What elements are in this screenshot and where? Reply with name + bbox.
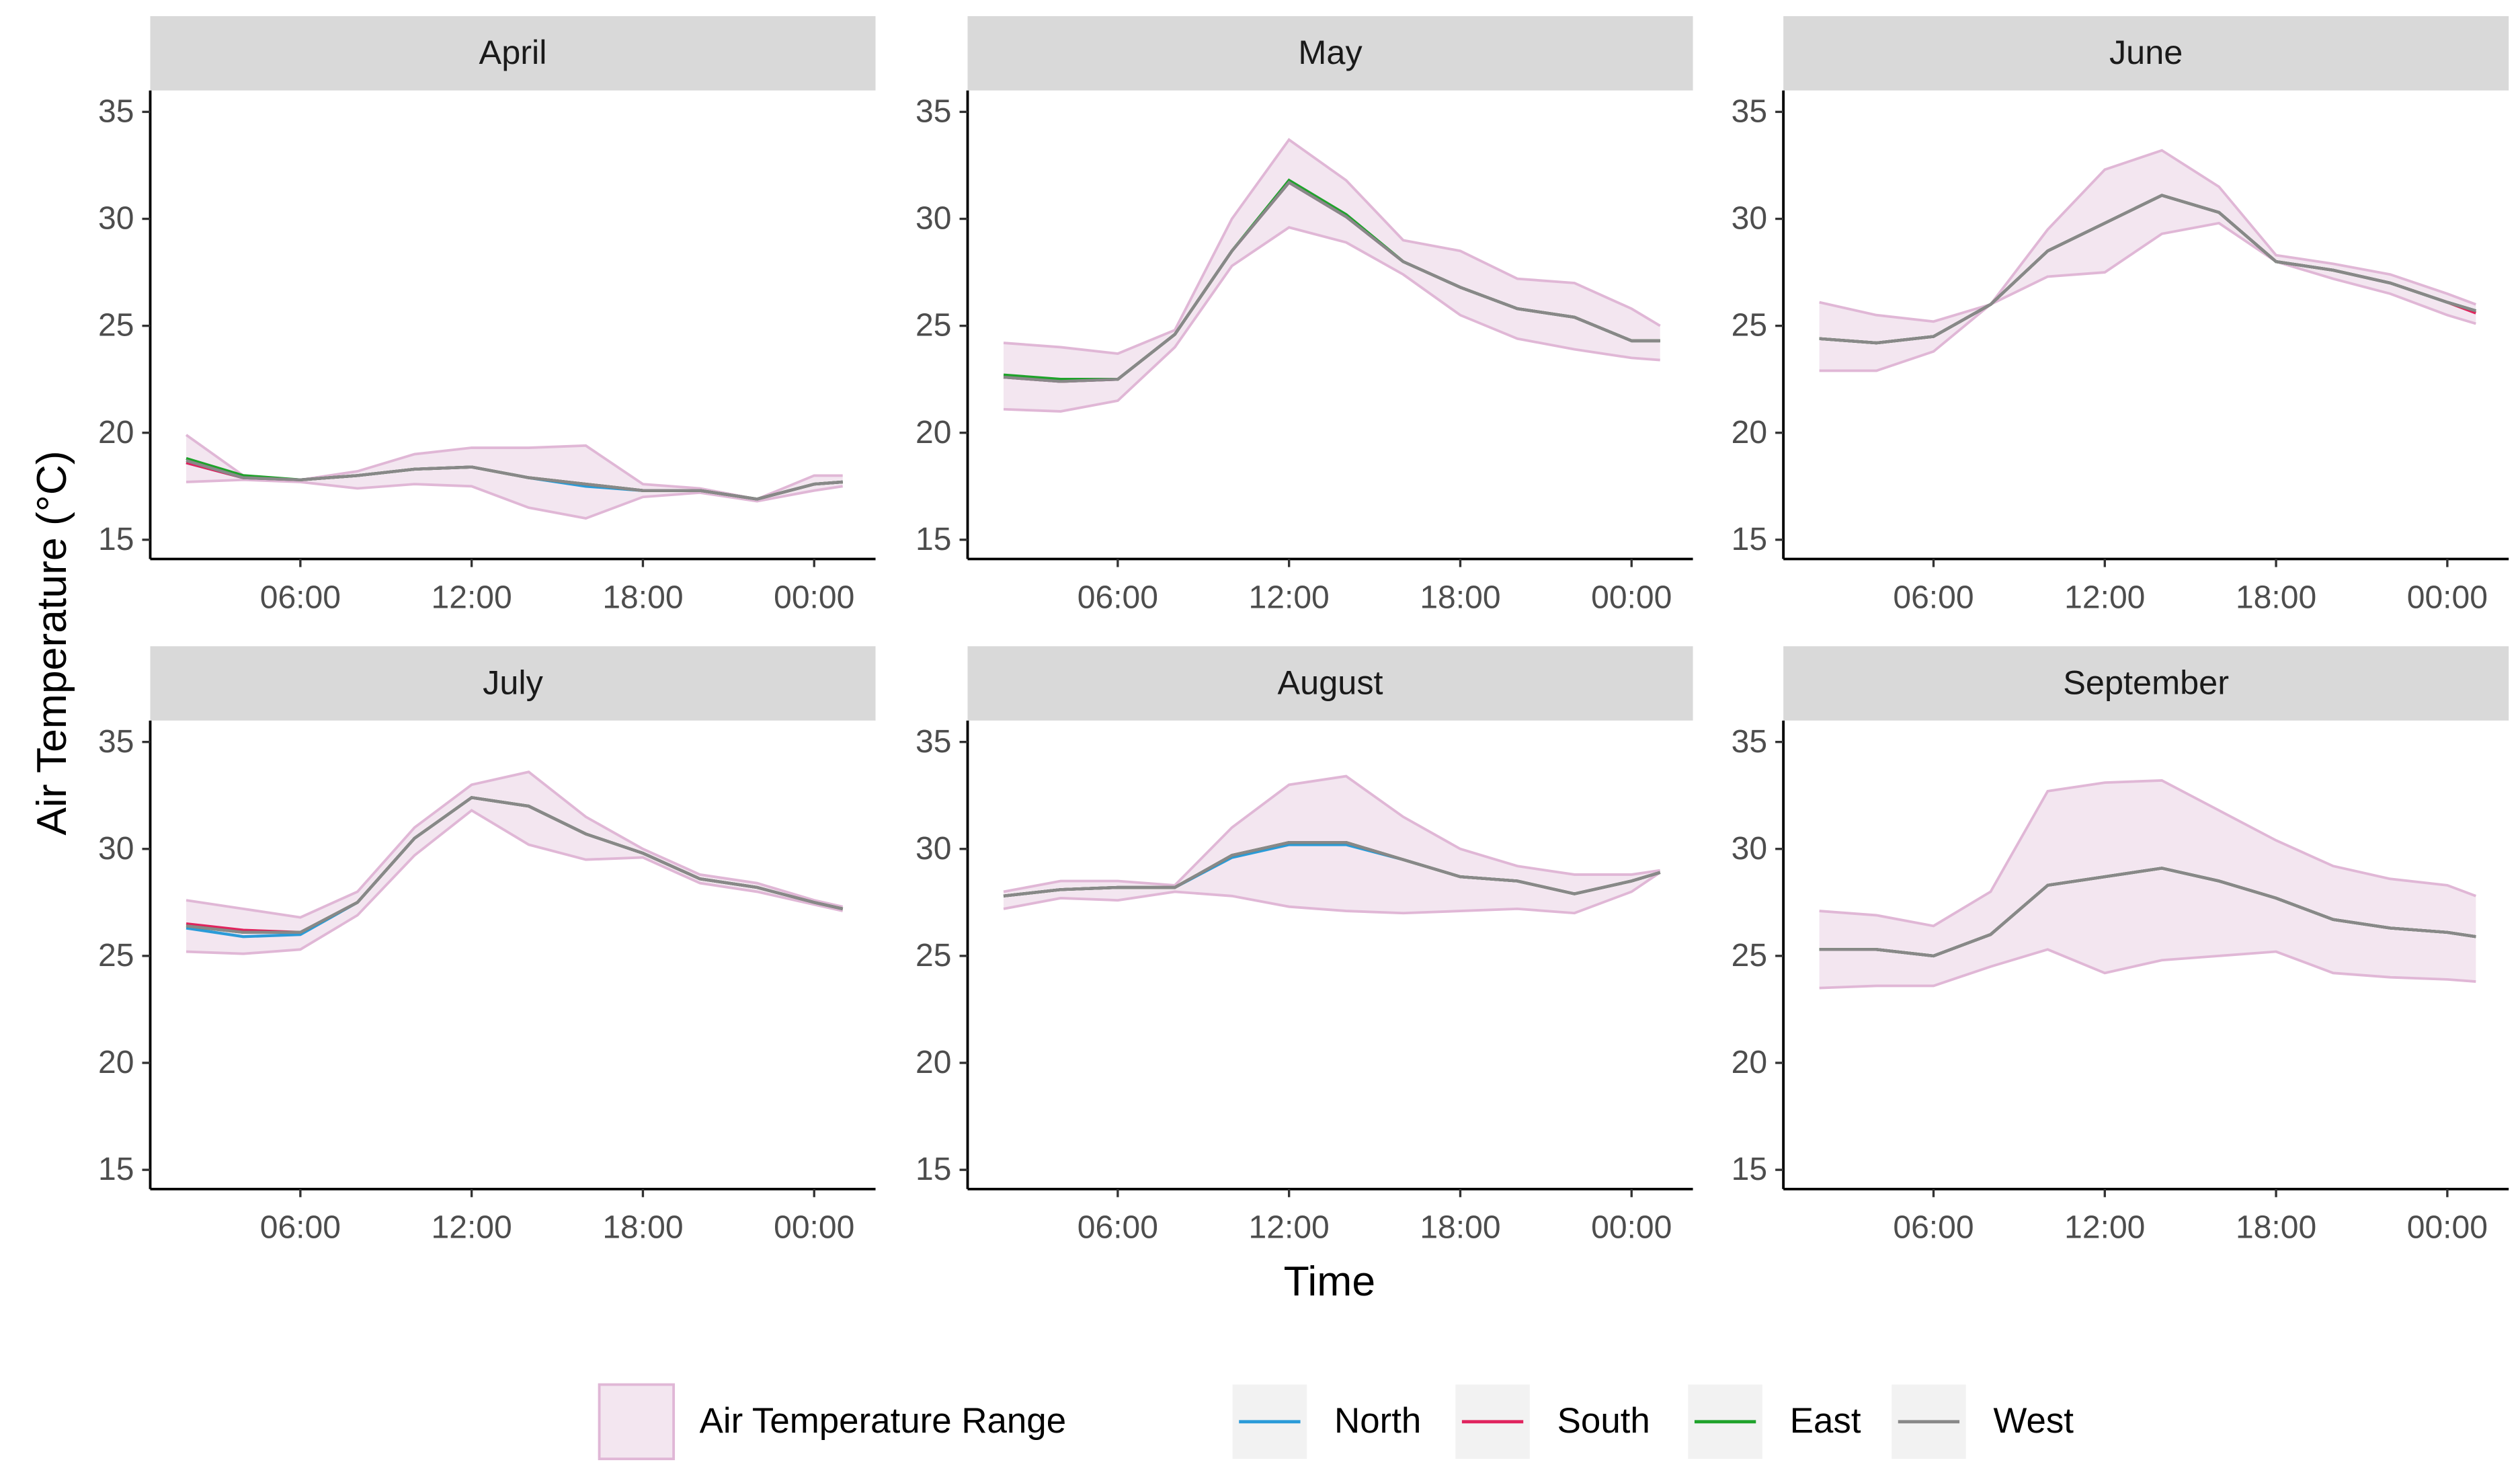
range-edge [1003, 774, 1661, 893]
x-tick-label: 00:00 [1591, 579, 1672, 615]
y-tick-label: 15 [98, 1151, 134, 1187]
range-band [1819, 150, 2476, 371]
y-axis-title: Air Temperature (°C) [28, 450, 75, 835]
x-tick-label: 06:00 [260, 1209, 341, 1246]
panel-title: July [483, 663, 543, 701]
legend-label: West [1994, 1401, 2074, 1441]
y-tick-label: 35 [1732, 93, 1767, 130]
y-tick-label: 30 [98, 200, 134, 237]
series-line [1819, 194, 2476, 345]
x-tick-label: 00:00 [774, 1209, 854, 1246]
x-tick-label: 06:00 [1078, 1209, 1158, 1246]
panel-title: April [479, 33, 547, 71]
y-tick-label: 30 [1732, 200, 1767, 237]
x-tick-label: 12:00 [2064, 1209, 2145, 1246]
strip [967, 16, 1693, 91]
x-axis-title: Time [1284, 1258, 1376, 1305]
y-tick-label: 25 [1732, 937, 1767, 973]
panel-title: June [2109, 33, 2183, 71]
series-line [186, 459, 843, 501]
x-tick-label: 18:00 [2236, 579, 2316, 615]
range-band [186, 772, 843, 954]
chart-root: Air Temperature (°C) Time April 15 20 25 30 3… [28, 16, 2509, 1461]
y-tick-label: 35 [916, 93, 951, 130]
series-line [1003, 180, 1660, 383]
strip [150, 16, 876, 91]
x-tick-label: 18:00 [1420, 1209, 1500, 1246]
range-edge [1003, 871, 1661, 915]
x-tick-label: 12:00 [2064, 579, 2145, 615]
legend-label: North [1334, 1401, 1421, 1441]
x-tick-label: 06:00 [260, 579, 341, 615]
legend-key [598, 1383, 676, 1461]
y-tick-label: 30 [916, 200, 951, 237]
y-tick-label: 25 [98, 937, 134, 973]
y-tick-label: 35 [916, 723, 951, 760]
legend-label: South [1557, 1401, 1650, 1441]
range-edge [1003, 226, 1660, 413]
y-tick-label: 20 [98, 1044, 134, 1080]
y-tick-label: 35 [98, 93, 134, 130]
range-band [1819, 780, 2476, 988]
legend-label: East [1790, 1401, 1861, 1441]
x-tick-label: 00:00 [2407, 1209, 2488, 1246]
series-line [1003, 841, 1661, 897]
panel-title: May [1298, 33, 1363, 71]
y-tick-label: 15 [916, 1151, 951, 1187]
series-line [1819, 867, 2476, 958]
y-tick-label: 25 [916, 307, 951, 344]
x-tick-label: 12:00 [432, 1209, 512, 1246]
x-tick-label: 06:00 [1893, 579, 1974, 615]
x-tick-label: 06:00 [1078, 579, 1158, 615]
range-edge [186, 478, 843, 520]
range-band [1004, 139, 1660, 411]
y-tick-label: 20 [916, 414, 951, 450]
y-tick-label: 35 [98, 723, 134, 760]
x-tick-label: 12:00 [432, 579, 512, 615]
y-tick-label: 20 [1732, 414, 1767, 450]
y-tick-label: 20 [1732, 1044, 1767, 1080]
range-edge [186, 809, 844, 955]
range-band [186, 434, 843, 519]
y-tick-label: 35 [1732, 723, 1767, 760]
range-edge [1003, 138, 1661, 355]
range-edge [1819, 948, 2476, 990]
y-tick-label: 15 [98, 521, 134, 557]
y-tick-label: 25 [916, 937, 951, 973]
range-edge [1819, 221, 2476, 372]
x-tick-label: 18:00 [602, 1209, 683, 1246]
x-tick-label: 00:00 [774, 579, 854, 615]
range-edge [1819, 778, 2477, 928]
y-tick-label: 15 [1732, 521, 1767, 557]
range-edge [186, 770, 844, 919]
strip [967, 646, 1693, 721]
x-tick-label: 18:00 [602, 579, 683, 615]
y-tick-label: 15 [1732, 1151, 1767, 1187]
y-tick-label: 25 [1732, 307, 1767, 344]
series-line [186, 796, 844, 934]
panel-title: September [2063, 663, 2229, 701]
x-tick-label: 12:00 [1249, 579, 1330, 615]
y-tick-label: 15 [916, 521, 951, 557]
panel-title: August [1277, 663, 1383, 701]
y-tick-label: 30 [98, 830, 134, 867]
y-tick-label: 20 [916, 1044, 951, 1080]
strip [1783, 16, 2509, 91]
x-tick-label: 18:00 [2236, 1209, 2316, 1246]
range-edge [1819, 149, 2477, 323]
y-tick-label: 30 [1732, 830, 1767, 867]
x-tick-label: 12:00 [1249, 1209, 1330, 1246]
x-tick-label: 18:00 [1420, 579, 1500, 615]
y-tick-label: 25 [98, 307, 134, 344]
x-tick-label: 06:00 [1893, 1209, 1974, 1246]
strip [1783, 646, 2509, 721]
legend-label: Air Temperature Range [700, 1401, 1067, 1441]
y-tick-label: 30 [916, 830, 951, 867]
strip [150, 646, 876, 721]
x-tick-label: 00:00 [2407, 579, 2488, 615]
y-tick-label: 20 [98, 414, 134, 450]
x-tick-label: 00:00 [1591, 1209, 1672, 1246]
